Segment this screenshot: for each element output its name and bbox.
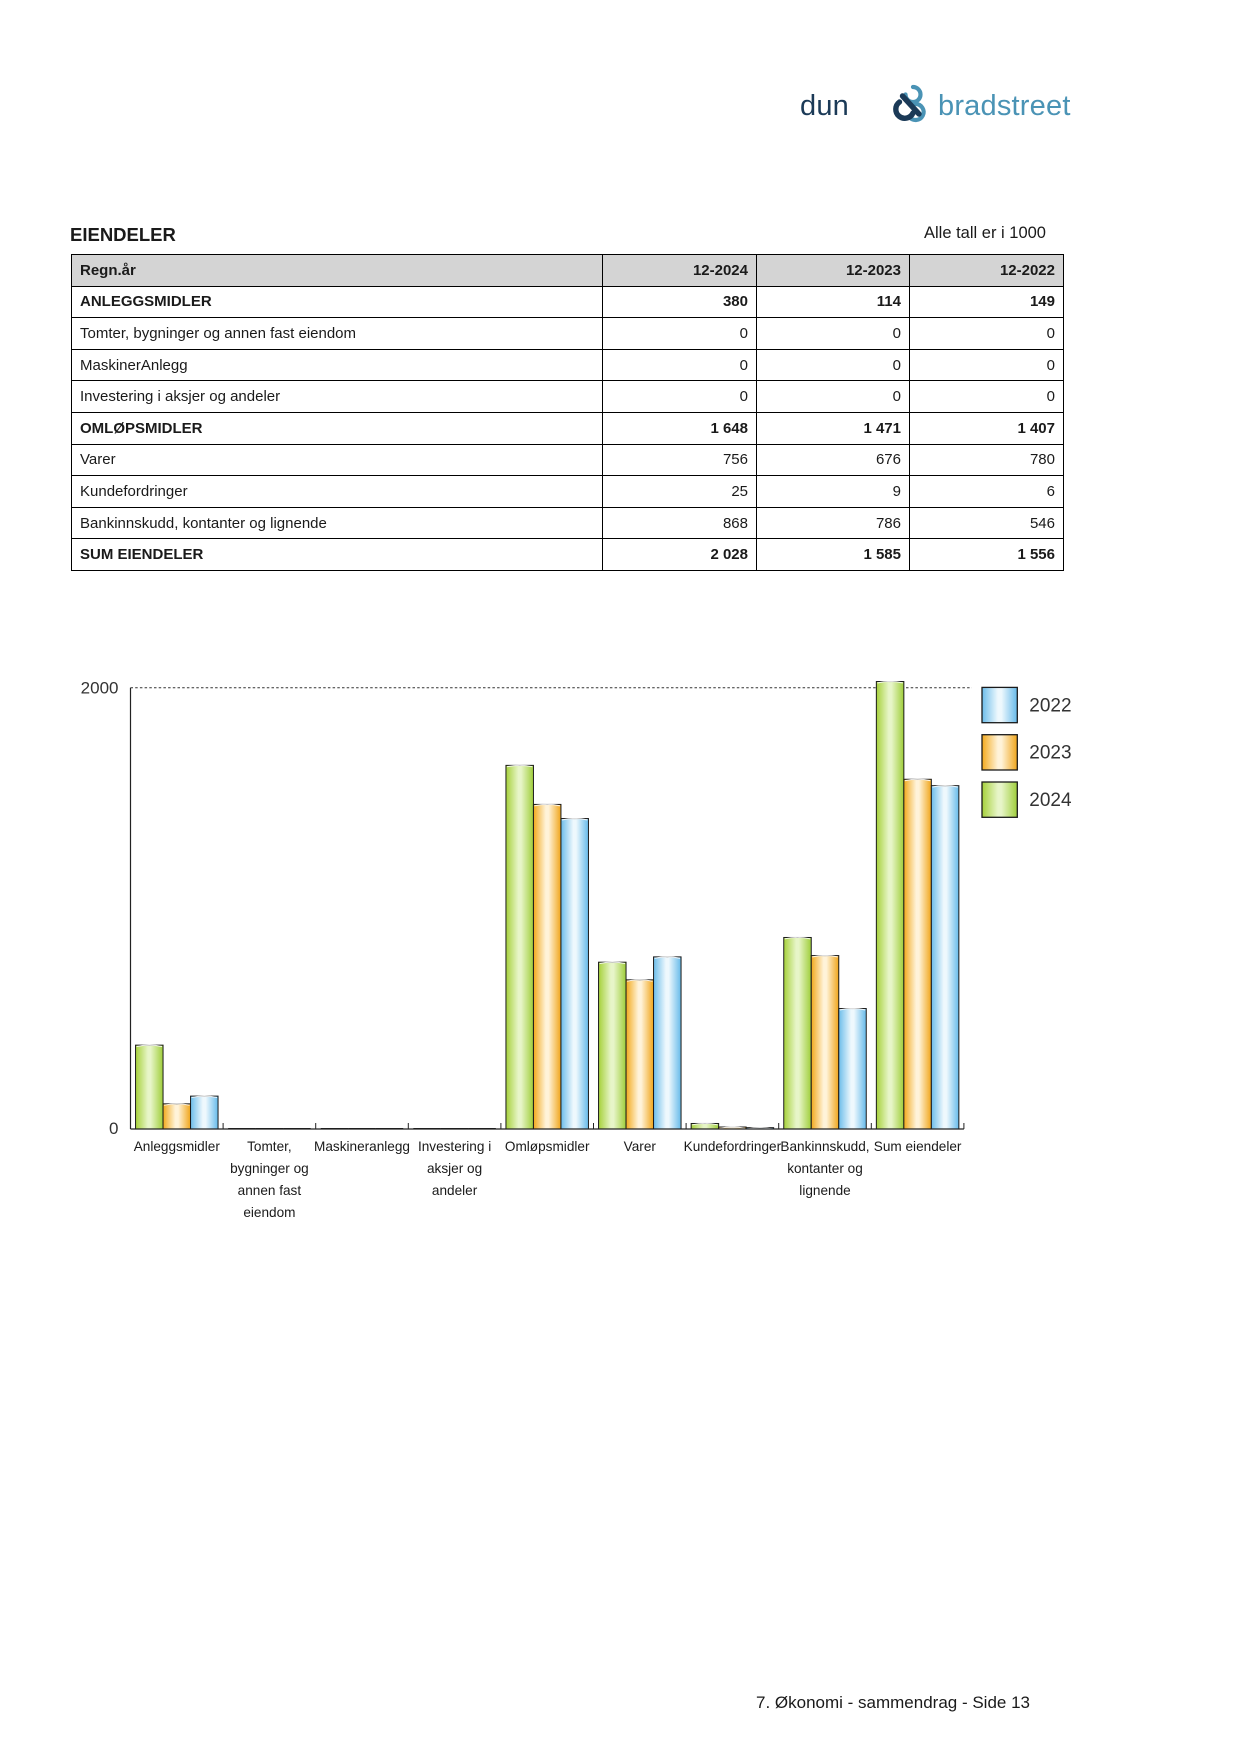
svg-text:2000: 2000 — [81, 679, 119, 698]
svg-text:Anleggsmidler: Anleggsmidler — [134, 1139, 221, 1154]
svg-text:0: 0 — [109, 1119, 118, 1138]
svg-text:2024: 2024 — [1029, 790, 1072, 811]
svg-text:Tomter,: Tomter, — [247, 1139, 292, 1154]
svg-text:annen fast: annen fast — [238, 1183, 302, 1198]
svg-text:Sum eiendeler: Sum eiendeler — [874, 1139, 962, 1154]
svg-text:lignende: lignende — [799, 1183, 850, 1198]
svg-text:Maskineranlegg: Maskineranlegg — [314, 1139, 410, 1154]
svg-text:Omløpsmidler: Omløpsmidler — [505, 1139, 590, 1154]
svg-text:2022: 2022 — [1029, 695, 1071, 716]
svg-text:bygninger og: bygninger og — [230, 1161, 309, 1176]
svg-text:kontanter og: kontanter og — [787, 1161, 863, 1176]
svg-text:2023: 2023 — [1029, 743, 1071, 764]
svg-text:Kundefordringer: Kundefordringer — [684, 1139, 782, 1154]
svg-text:Investering i: Investering i — [418, 1139, 491, 1154]
svg-text:Bankinnskudd,: Bankinnskudd, — [780, 1139, 869, 1154]
svg-text:andeler: andeler — [432, 1183, 478, 1198]
svg-text:Varer: Varer — [624, 1139, 657, 1154]
svg-text:eiendom: eiendom — [243, 1205, 295, 1220]
svg-text:aksjer og: aksjer og — [427, 1161, 482, 1176]
